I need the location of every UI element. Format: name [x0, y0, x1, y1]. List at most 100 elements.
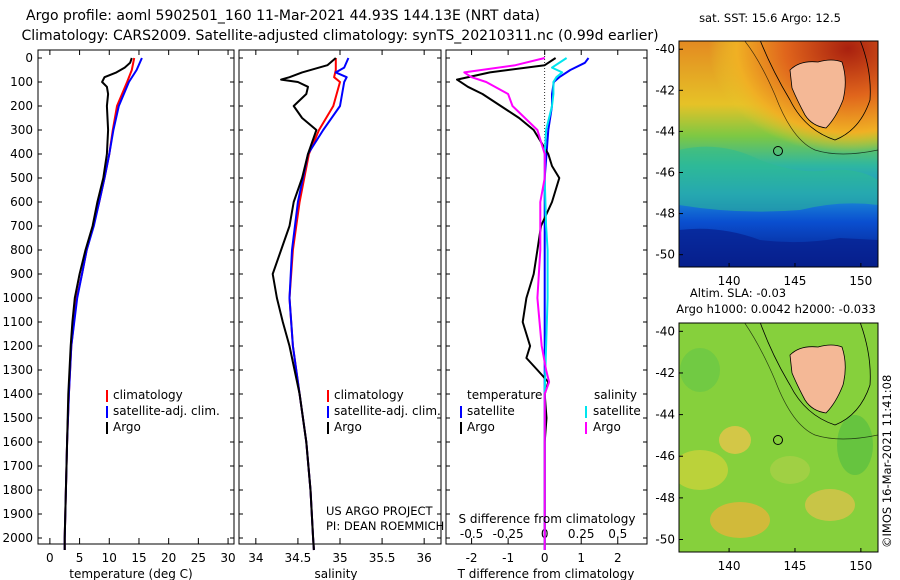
series-layer — [63, 57, 590, 551]
sst-map-title: sat. SST: 15.6 Argo: 12.5 — [699, 11, 841, 25]
salinity-difference-tick-label: -0.5 — [460, 527, 483, 541]
header-line-2: Climatology: CARS2009. Satellite-adjuste… — [21, 28, 658, 44]
sla-blob — [837, 415, 873, 475]
depth-tick-label: 1300 — [2, 363, 33, 377]
lon-tick-label: 150 — [849, 559, 872, 573]
lat-tick-label: -48 — [655, 491, 675, 505]
legend-s-satellite: satellite — [593, 404, 641, 418]
depth-tick-label: 700 — [10, 219, 33, 233]
salinity-panel-frame — [238, 49, 442, 545]
sla-map: Altim. SLA: -0.03 Argo h1000: 0.0042 h20… — [676, 286, 879, 553]
legend-title-temperature: temperature — [467, 388, 542, 402]
salinity-axis-label: salinity — [314, 567, 357, 580]
x-tick-label: 0 — [46, 551, 54, 565]
depth-tick-label: 1400 — [2, 387, 33, 401]
sst-deep-band — [679, 228, 878, 267]
map-ticks-layer: 140 145 150 -40 -42 -44 -46 -48 -50 140 145 150 -40 -… — [655, 42, 872, 573]
sla-blob — [805, 489, 855, 521]
x-tick-label: -2 — [466, 551, 478, 565]
salinity-difference-axis-label: S difference from climatology — [459, 512, 636, 526]
sla-blob — [770, 456, 810, 484]
depth-tick-label: 400 — [10, 147, 33, 161]
x-tick-label: 10 — [102, 551, 117, 565]
depth-tick-label: 1200 — [2, 339, 33, 353]
lon-tick-label: 140 — [718, 559, 741, 573]
tasmania-land — [789, 344, 846, 414]
sst-cool-band — [679, 146, 878, 212]
temperature-panel-frame — [37, 49, 235, 545]
sla-blob — [710, 502, 770, 538]
legend-climatology: climatology — [113, 388, 183, 402]
salinity-difference-tick-label: -0.25 — [493, 527, 524, 541]
depth-tick-label: 1900 — [2, 507, 33, 521]
depth-tick-label: 1500 — [2, 411, 33, 425]
x-tick-label: 34.5 — [285, 551, 312, 565]
x-tick-label: 0 — [541, 551, 549, 565]
depth-tick-label: 1800 — [2, 483, 33, 497]
x-tick-label: 15 — [131, 551, 146, 565]
salinity-difference-tick-label: 0.25 — [568, 527, 595, 541]
lat-tick-label: -40 — [655, 42, 675, 56]
sla-blob — [719, 426, 751, 454]
lon-tick-label: 145 — [784, 559, 807, 573]
depth-tick-label: 2000 — [2, 531, 33, 545]
legend-t-argo: Argo — [467, 420, 495, 434]
sla-profile-marker — [773, 435, 783, 445]
lat-tick-label: -50 — [655, 533, 675, 547]
project-annotation-line-2: PI: DEAN ROEMMICH — [326, 519, 444, 533]
legend-argo: Argo — [334, 420, 362, 434]
tasmania-contour-outer — [759, 323, 871, 426]
series-line-satellite-adj-clim- — [63, 57, 143, 550]
salinity-legend: climatology satellite-adj. clim. Argo US… — [326, 388, 444, 533]
difference-panel-frame — [445, 49, 648, 545]
series-line-temperature-satellite — [543, 57, 590, 550]
x-tick-label: 35 — [332, 551, 347, 565]
series-line-salinity-argo — [463, 57, 551, 550]
x-tick-label: 20 — [161, 551, 176, 565]
sla-map-frame — [678, 322, 879, 553]
x-tick-label: 30 — [220, 551, 235, 565]
legend-satellite: satellite-adj. clim. — [334, 404, 441, 418]
axes-layer: 0100200300400500600700800900100011001200… — [2, 50, 647, 565]
sst-bathymetry-contour — [744, 41, 878, 155]
x-tick-label: 35.5 — [369, 551, 396, 565]
temperature-legend: climatology satellite-adj. clim. Argo — [106, 388, 220, 434]
series-line-argo — [63, 57, 133, 550]
depth-tick-label: 1000 — [2, 291, 33, 305]
x-tick-label: -1 — [502, 551, 514, 565]
project-annotation-line-1: US ARGO PROJECT — [326, 504, 434, 518]
sst-map-frame — [678, 40, 879, 268]
lon-tick-label: 150 — [849, 274, 872, 288]
lat-tick-label: -46 — [655, 165, 675, 179]
x-tick-label: 25 — [191, 551, 206, 565]
series-line-argo — [271, 57, 337, 551]
legend-t-satellite: satellite — [467, 404, 515, 418]
tasmania-contour-outer — [759, 41, 871, 141]
legend-s-argo: Argo — [593, 420, 621, 434]
tasmania-land — [789, 59, 846, 129]
depth-tick-label: 200 — [10, 99, 33, 113]
depth-tick-label: 600 — [10, 195, 33, 209]
temperature-axis-label: temperature (deg C) — [69, 567, 192, 580]
lon-tick-label: 140 — [718, 274, 741, 288]
sla-blob — [679, 450, 728, 490]
x-tick-label: 2 — [614, 551, 622, 565]
lat-tick-label: -46 — [655, 449, 675, 463]
sla-map-title-2: Argo h1000: 0.0042 h2000: -0.033 — [676, 302, 876, 316]
lat-tick-label: -40 — [655, 324, 675, 338]
depth-tick-label: 1100 — [2, 315, 33, 329]
salinity-difference-tick-label: 0.5 — [608, 527, 627, 541]
depth-tick-label: 1700 — [2, 459, 33, 473]
lat-tick-label: -50 — [655, 248, 675, 262]
lat-tick-label: -44 — [655, 124, 675, 138]
lat-tick-label: -48 — [655, 207, 675, 221]
header-line-1: Argo profile: aoml 5902501_160 11-Mar-20… — [26, 8, 540, 24]
x-tick-label: 5 — [76, 551, 84, 565]
legend-satellite: satellite-adj. clim. — [113, 404, 220, 418]
legend-title-salinity: salinity — [594, 388, 637, 402]
difference-legend: temperature salinity satellite Argo sate… — [459, 388, 641, 526]
lat-tick-label: -42 — [655, 366, 675, 380]
lon-tick-label: 145 — [784, 274, 807, 288]
sst-profile-marker — [773, 146, 783, 156]
